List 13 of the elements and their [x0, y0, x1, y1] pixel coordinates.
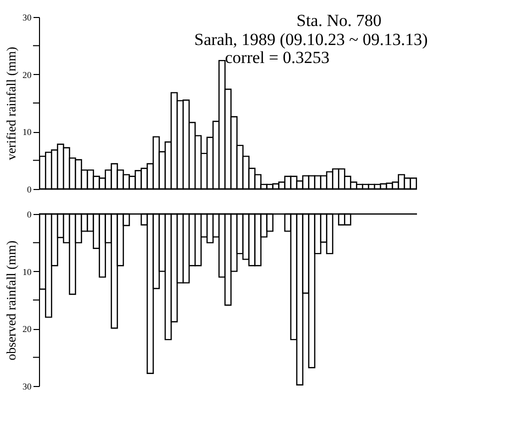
y-tick-label: 30	[22, 382, 32, 392]
y-axis-title: observed rainfall (mm)	[4, 240, 18, 360]
y-tick-label: 10	[22, 127, 32, 138]
y-tick-label: 30	[22, 12, 32, 22]
y-tick-label: 0	[27, 210, 32, 220]
y-tick-label: 20	[22, 70, 32, 80]
y-axis-title: verified rainfall (mm)	[4, 46, 18, 160]
annotation: Sta. No. 780	[296, 11, 382, 30]
y-tick-label: 0	[27, 184, 32, 194]
y-tick-label: 10	[22, 266, 32, 277]
y-tick-label: 20	[22, 324, 32, 334]
annotation: correl = 0.3253	[225, 48, 330, 67]
annotation: Sarah, 1989 (09.10.23 ~ 09.13.13)	[194, 30, 428, 49]
